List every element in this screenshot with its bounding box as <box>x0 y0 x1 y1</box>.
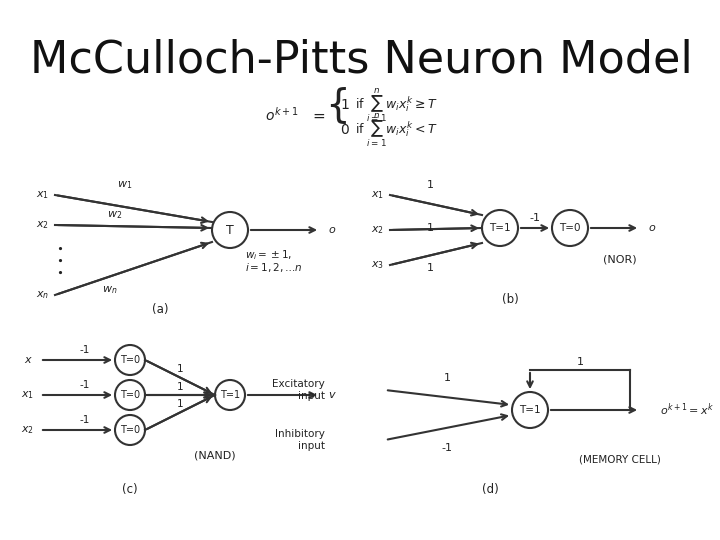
Text: T=0: T=0 <box>120 390 140 400</box>
Text: if $\sum_{i=1}^{n} w_i x_i^k < T$: if $\sum_{i=1}^{n} w_i x_i^k < T$ <box>355 111 438 149</box>
Text: if $\sum_{i=1}^{n} w_i x_i^k \geq T$: if $\sum_{i=1}^{n} w_i x_i^k \geq T$ <box>355 86 438 124</box>
Text: $x_2$: $x_2$ <box>37 219 50 231</box>
Text: $x_n$: $x_n$ <box>37 289 50 301</box>
Text: -1: -1 <box>80 345 90 355</box>
Text: 1: 1 <box>426 180 433 190</box>
Text: T=1: T=1 <box>519 405 541 415</box>
Text: 1: 1 <box>176 364 184 374</box>
Text: (NOR): (NOR) <box>603 255 636 265</box>
Text: (NAND): (NAND) <box>194 450 236 460</box>
Text: $v$: $v$ <box>328 390 336 400</box>
Text: $o^{k+1} = x^k$: $o^{k+1} = x^k$ <box>660 402 714 418</box>
Text: $x_1$: $x_1$ <box>37 189 50 201</box>
Text: Excitatory
input: Excitatory input <box>272 379 325 401</box>
Text: $x_2$: $x_2$ <box>22 424 35 436</box>
Text: $=$: $=$ <box>310 107 326 123</box>
Text: T=0: T=0 <box>120 355 140 365</box>
Text: McCulloch-Pitts Neuron Model: McCulloch-Pitts Neuron Model <box>30 38 693 82</box>
Text: (c): (c) <box>122 483 138 496</box>
Text: $\bullet$: $\bullet$ <box>56 255 63 265</box>
Text: $1$: $1$ <box>340 98 350 112</box>
Text: T=0: T=0 <box>120 425 140 435</box>
Text: 1: 1 <box>176 399 184 409</box>
Text: $x$: $x$ <box>24 355 32 365</box>
Text: $w_i = \pm 1,$: $w_i = \pm 1,$ <box>245 248 292 262</box>
Text: $i = 1, 2, \ldots n$: $i = 1, 2, \ldots n$ <box>245 261 302 274</box>
Text: $o$: $o$ <box>328 225 336 235</box>
Text: 1: 1 <box>426 263 433 273</box>
Text: 1: 1 <box>444 373 451 383</box>
Text: (d): (d) <box>482 483 498 496</box>
Text: -1: -1 <box>80 380 90 390</box>
Text: T=1: T=1 <box>220 390 240 400</box>
Text: $w_n$: $w_n$ <box>102 284 118 296</box>
Text: $\bullet$: $\bullet$ <box>56 267 63 277</box>
Text: 1: 1 <box>176 382 184 392</box>
Text: 1: 1 <box>577 357 583 367</box>
Text: (a): (a) <box>152 303 168 316</box>
Text: (MEMORY CELL): (MEMORY CELL) <box>579 455 661 465</box>
Text: $x_2$: $x_2$ <box>372 224 384 236</box>
Text: -1: -1 <box>80 415 90 425</box>
Text: $\bullet$: $\bullet$ <box>56 243 63 253</box>
Text: T=0: T=0 <box>559 223 581 233</box>
Text: $w_2$: $w_2$ <box>107 209 122 221</box>
Text: (b): (b) <box>502 294 518 307</box>
Text: $w_1$: $w_1$ <box>117 179 132 191</box>
Text: T=1: T=1 <box>489 223 510 233</box>
Text: $x_3$: $x_3$ <box>372 259 384 271</box>
Text: $o$: $o$ <box>648 223 656 233</box>
Text: Inhibitory
input: Inhibitory input <box>275 429 325 451</box>
Text: $0$: $0$ <box>340 123 350 137</box>
Text: -1: -1 <box>441 443 452 453</box>
Text: {: { <box>325 86 350 124</box>
Text: $x_1$: $x_1$ <box>372 189 384 201</box>
Text: T: T <box>226 224 234 237</box>
Text: 1: 1 <box>426 223 433 233</box>
Text: -1: -1 <box>529 213 541 223</box>
Text: $x_1$: $x_1$ <box>22 389 35 401</box>
Text: $o^{k+1}$: $o^{k+1}$ <box>265 106 299 124</box>
